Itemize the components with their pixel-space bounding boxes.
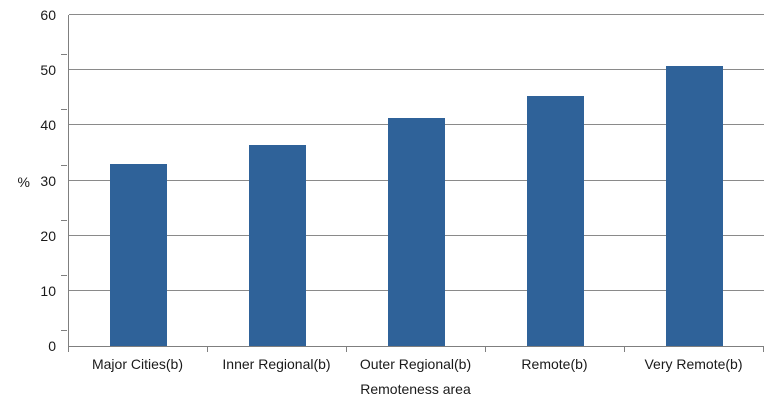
y-tick-label: 50 [40,62,56,79]
y-tick-mark [61,109,67,111]
bar-major-cities-b [110,164,167,346]
y-tick-mark [61,164,67,166]
bar-outer-regional-b [388,118,445,346]
plot-area [68,14,764,347]
x-category-label: Remote(b) [521,356,588,372]
gridline [69,14,764,15]
bar-very-remote-b [666,66,723,346]
x-tick-mark [346,346,347,352]
y-tick-mark [61,219,67,221]
x-category-label: Major Cities(b) [91,356,183,372]
gridline [69,69,764,71]
y-axis-title: % [17,174,30,190]
y-tick-label: 20 [40,227,56,244]
y-tick-mark [61,274,67,276]
x-tick-mark [207,346,208,352]
x-category-label: Outer Regional(b) [359,356,472,372]
x-tick-mark [68,346,69,352]
x-axis-title: Remoteness area [360,381,471,397]
x-tick-mark [763,346,764,352]
x-category-label: Very Remote(b) [644,356,743,372]
y-tick-label: 30 [40,172,56,189]
y-tick-label: 60 [40,7,56,23]
y-tick-label: 0 [48,338,56,354]
bar-remote-b [527,96,584,346]
x-category-label: Inner Regional(b) [222,356,331,372]
y-tick-mark [61,54,67,56]
x-tick-mark [624,346,625,352]
x-tick-mark [485,346,486,352]
y-tick-label: 40 [40,117,56,134]
y-tick-label: 10 [40,282,56,299]
bar-inner-regional-b [249,145,306,346]
y-tick-mark [61,330,67,331]
